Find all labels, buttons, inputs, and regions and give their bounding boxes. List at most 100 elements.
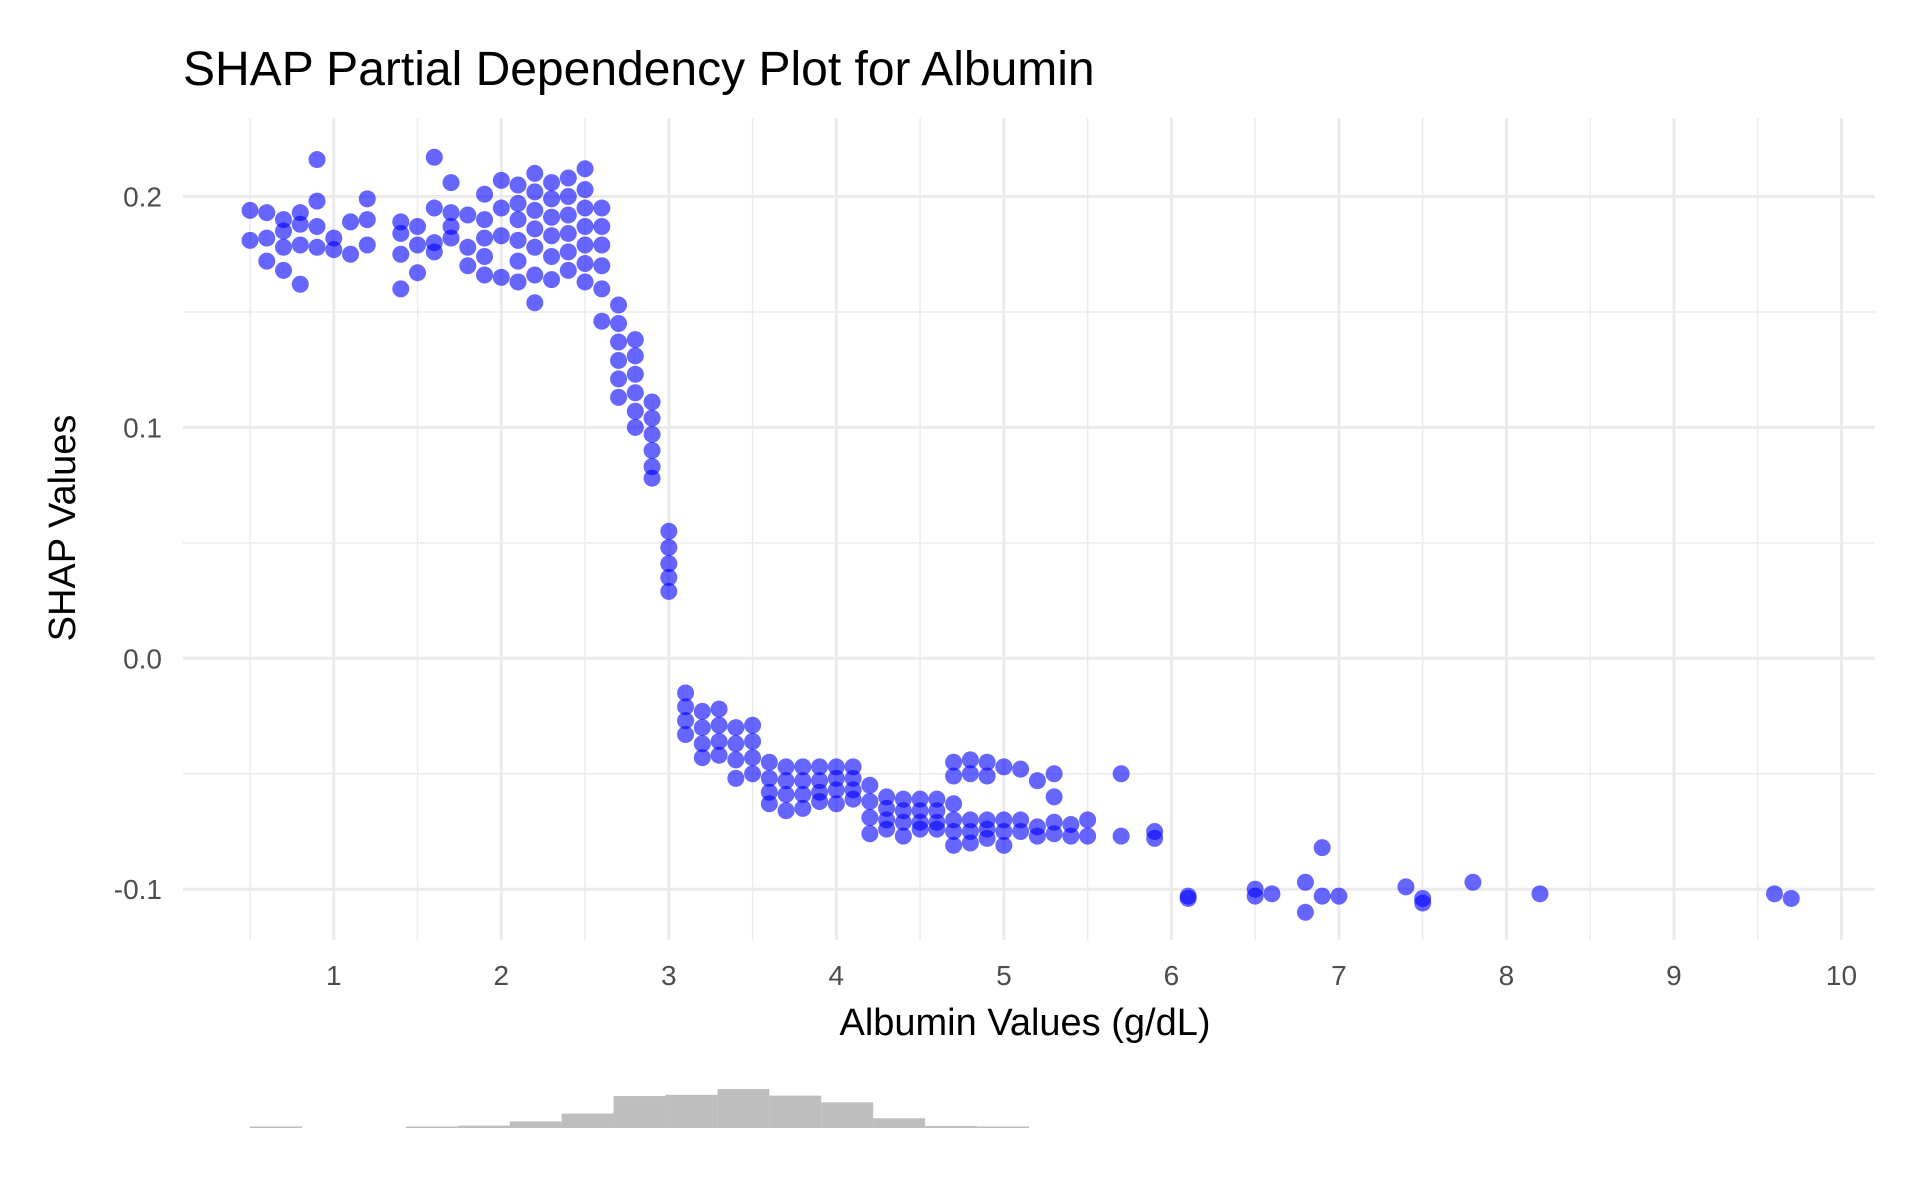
data-point <box>610 351 628 369</box>
data-point <box>492 199 510 217</box>
data-point <box>677 712 695 730</box>
x-tick-label: 2 <box>494 960 510 991</box>
data-point <box>643 469 661 487</box>
x-tick-label: 1 <box>326 960 342 991</box>
data-point <box>576 273 594 291</box>
x-tick-label: 3 <box>661 960 677 991</box>
data-point <box>342 245 360 263</box>
data-point <box>626 384 644 402</box>
data-point <box>978 829 996 847</box>
data-point <box>677 684 695 702</box>
data-point <box>945 767 963 785</box>
data-point <box>275 261 293 279</box>
data-point <box>593 280 611 298</box>
data-point <box>241 201 259 219</box>
data-point <box>878 820 896 838</box>
histogram-bar <box>769 1095 822 1128</box>
data-point <box>827 781 845 799</box>
data-point <box>291 215 309 233</box>
data-point <box>526 201 544 219</box>
data-point <box>911 820 929 838</box>
data-point <box>392 280 410 298</box>
data-point <box>744 749 762 767</box>
data-point <box>961 834 979 852</box>
data-point <box>978 767 996 785</box>
data-point <box>727 769 745 787</box>
data-point <box>425 148 443 166</box>
data-point <box>710 700 728 718</box>
data-point <box>476 211 494 229</box>
x-tick-label: 10 <box>1826 960 1857 991</box>
data-point <box>425 243 443 261</box>
data-point <box>1330 887 1348 905</box>
data-point <box>945 753 963 771</box>
data-point <box>275 222 293 240</box>
data-point <box>727 735 745 753</box>
histogram-bar <box>665 1094 718 1128</box>
data-point <box>526 266 544 284</box>
data-point <box>1112 827 1130 845</box>
data-point <box>526 183 544 201</box>
data-point <box>1012 822 1030 840</box>
data-point <box>509 231 527 249</box>
data-point <box>1246 887 1264 905</box>
data-point <box>777 758 795 776</box>
data-point <box>1045 765 1063 783</box>
data-point <box>660 582 678 600</box>
data-point <box>258 252 276 270</box>
histogram-bar <box>613 1096 666 1128</box>
data-point <box>677 726 695 743</box>
histogram-bar <box>561 1113 614 1128</box>
data-point <box>1045 825 1063 843</box>
data-point <box>476 229 494 247</box>
data-point <box>358 211 376 229</box>
data-point <box>660 538 678 556</box>
data-point <box>693 702 711 720</box>
data-point <box>509 176 527 194</box>
data-point <box>559 224 577 242</box>
data-point <box>476 266 494 284</box>
x-tick-label: 5 <box>996 960 1012 991</box>
data-point <box>894 813 912 831</box>
data-point <box>844 790 862 808</box>
data-point <box>258 204 276 222</box>
data-point <box>593 257 611 275</box>
data-point <box>995 822 1013 840</box>
data-point <box>543 174 561 192</box>
data-point <box>392 224 410 242</box>
scatter-points <box>241 148 1800 921</box>
histogram-bar <box>457 1125 510 1128</box>
histogram-bar <box>821 1102 874 1128</box>
histogram-bar <box>873 1118 926 1128</box>
marginal-histogram <box>250 1089 1029 1128</box>
y-tick-label: 0.0 <box>123 643 162 674</box>
data-point <box>1464 873 1482 891</box>
data-point <box>509 273 527 291</box>
data-point <box>610 333 628 351</box>
data-point <box>442 229 460 247</box>
data-point <box>610 370 628 388</box>
data-point <box>559 261 577 279</box>
data-point <box>610 315 628 332</box>
data-point <box>744 732 762 750</box>
data-point <box>576 236 594 254</box>
data-point <box>794 786 812 804</box>
data-point <box>978 753 996 771</box>
data-point <box>442 174 460 192</box>
data-point <box>459 238 477 256</box>
data-point <box>1313 839 1331 857</box>
data-point <box>1012 760 1030 778</box>
data-point <box>476 185 494 203</box>
data-point <box>1146 829 1164 847</box>
data-point <box>1028 772 1046 790</box>
data-point <box>1263 885 1281 903</box>
data-point <box>760 769 778 787</box>
data-point <box>777 802 795 820</box>
x-tick-label: 4 <box>829 960 845 991</box>
data-point <box>543 271 561 289</box>
data-point <box>593 218 611 236</box>
data-point <box>1296 873 1314 891</box>
data-point <box>928 820 946 838</box>
data-point <box>1062 827 1080 845</box>
grid-lines <box>183 118 1875 940</box>
